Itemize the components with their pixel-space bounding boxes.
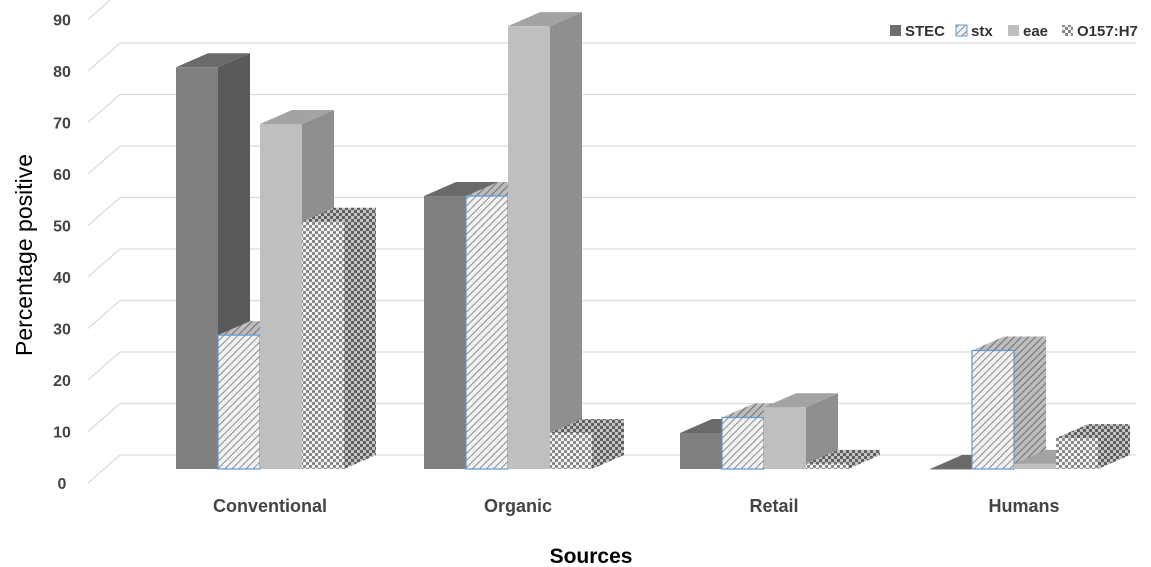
legend-swatch — [890, 25, 901, 36]
legend-label: O157:H7 — [1077, 23, 1138, 40]
legend-swatch — [955, 24, 968, 37]
gridline — [87, 299, 1136, 329]
legend-swatch — [1008, 25, 1019, 36]
bar-o157-h7-retail — [806, 449, 880, 469]
x-tick-label: Organic — [484, 496, 552, 516]
legend-label: eae — [1023, 23, 1048, 40]
x-tick-label: Retail — [749, 496, 798, 516]
gridline — [87, 248, 1136, 278]
legend-label: stx — [971, 23, 993, 40]
legend-item-o157-h7: O157:H7 — [1062, 23, 1138, 40]
gridline — [87, 145, 1136, 175]
y-axis-label: Percentage positive — [11, 154, 37, 356]
y-tick-label: 40 — [53, 270, 71, 287]
gridline — [87, 0, 112, 20]
legend-item-stx: stx — [955, 23, 993, 40]
gridlines — [87, 0, 1136, 484]
y-tick-label: 20 — [53, 373, 71, 390]
bar-o157-h7-organic — [550, 418, 624, 469]
gridline — [87, 93, 1136, 123]
y-tick-label: 90 — [53, 13, 71, 30]
y-tick-label: 50 — [53, 219, 71, 236]
x-axis-categories: Conventional Organic Retail Humans — [213, 496, 1060, 516]
bar-stec-conventional — [176, 53, 250, 470]
bar-o157-h7-humans — [1056, 424, 1130, 469]
gridline — [87, 351, 1136, 381]
x-axis-label: Sources — [550, 545, 633, 567]
y-tick-label: 0 — [58, 476, 67, 493]
legend-label: STEC — [905, 23, 945, 40]
y-tick-label: 60 — [53, 167, 71, 184]
legend-item-eae: eae — [1008, 23, 1048, 40]
y-tick-label: 10 — [53, 425, 71, 442]
gridline — [87, 42, 1136, 72]
x-tick-label: Humans — [988, 496, 1059, 516]
bar-o157-h7-conventional — [302, 207, 376, 470]
y-tick-label: 80 — [53, 64, 71, 81]
y-tick-label: 30 — [53, 322, 71, 339]
legend-item-stec: STEC — [890, 23, 945, 40]
bar-stx-humans — [971, 336, 1046, 470]
bar-eae-retail — [764, 393, 838, 469]
y-tick-label: 70 — [53, 116, 71, 133]
bars — [176, 12, 1130, 470]
legend: STEC stx eae O157:H7 — [890, 23, 1138, 40]
x-tick-label: Conventional — [213, 496, 327, 516]
gridline — [87, 196, 1136, 226]
y-axis-ticks: 0 10 20 30 40 50 60 70 80 90 — [53, 13, 71, 494]
bar-eae-organic — [508, 12, 582, 469]
legend-swatch — [1062, 25, 1073, 36]
